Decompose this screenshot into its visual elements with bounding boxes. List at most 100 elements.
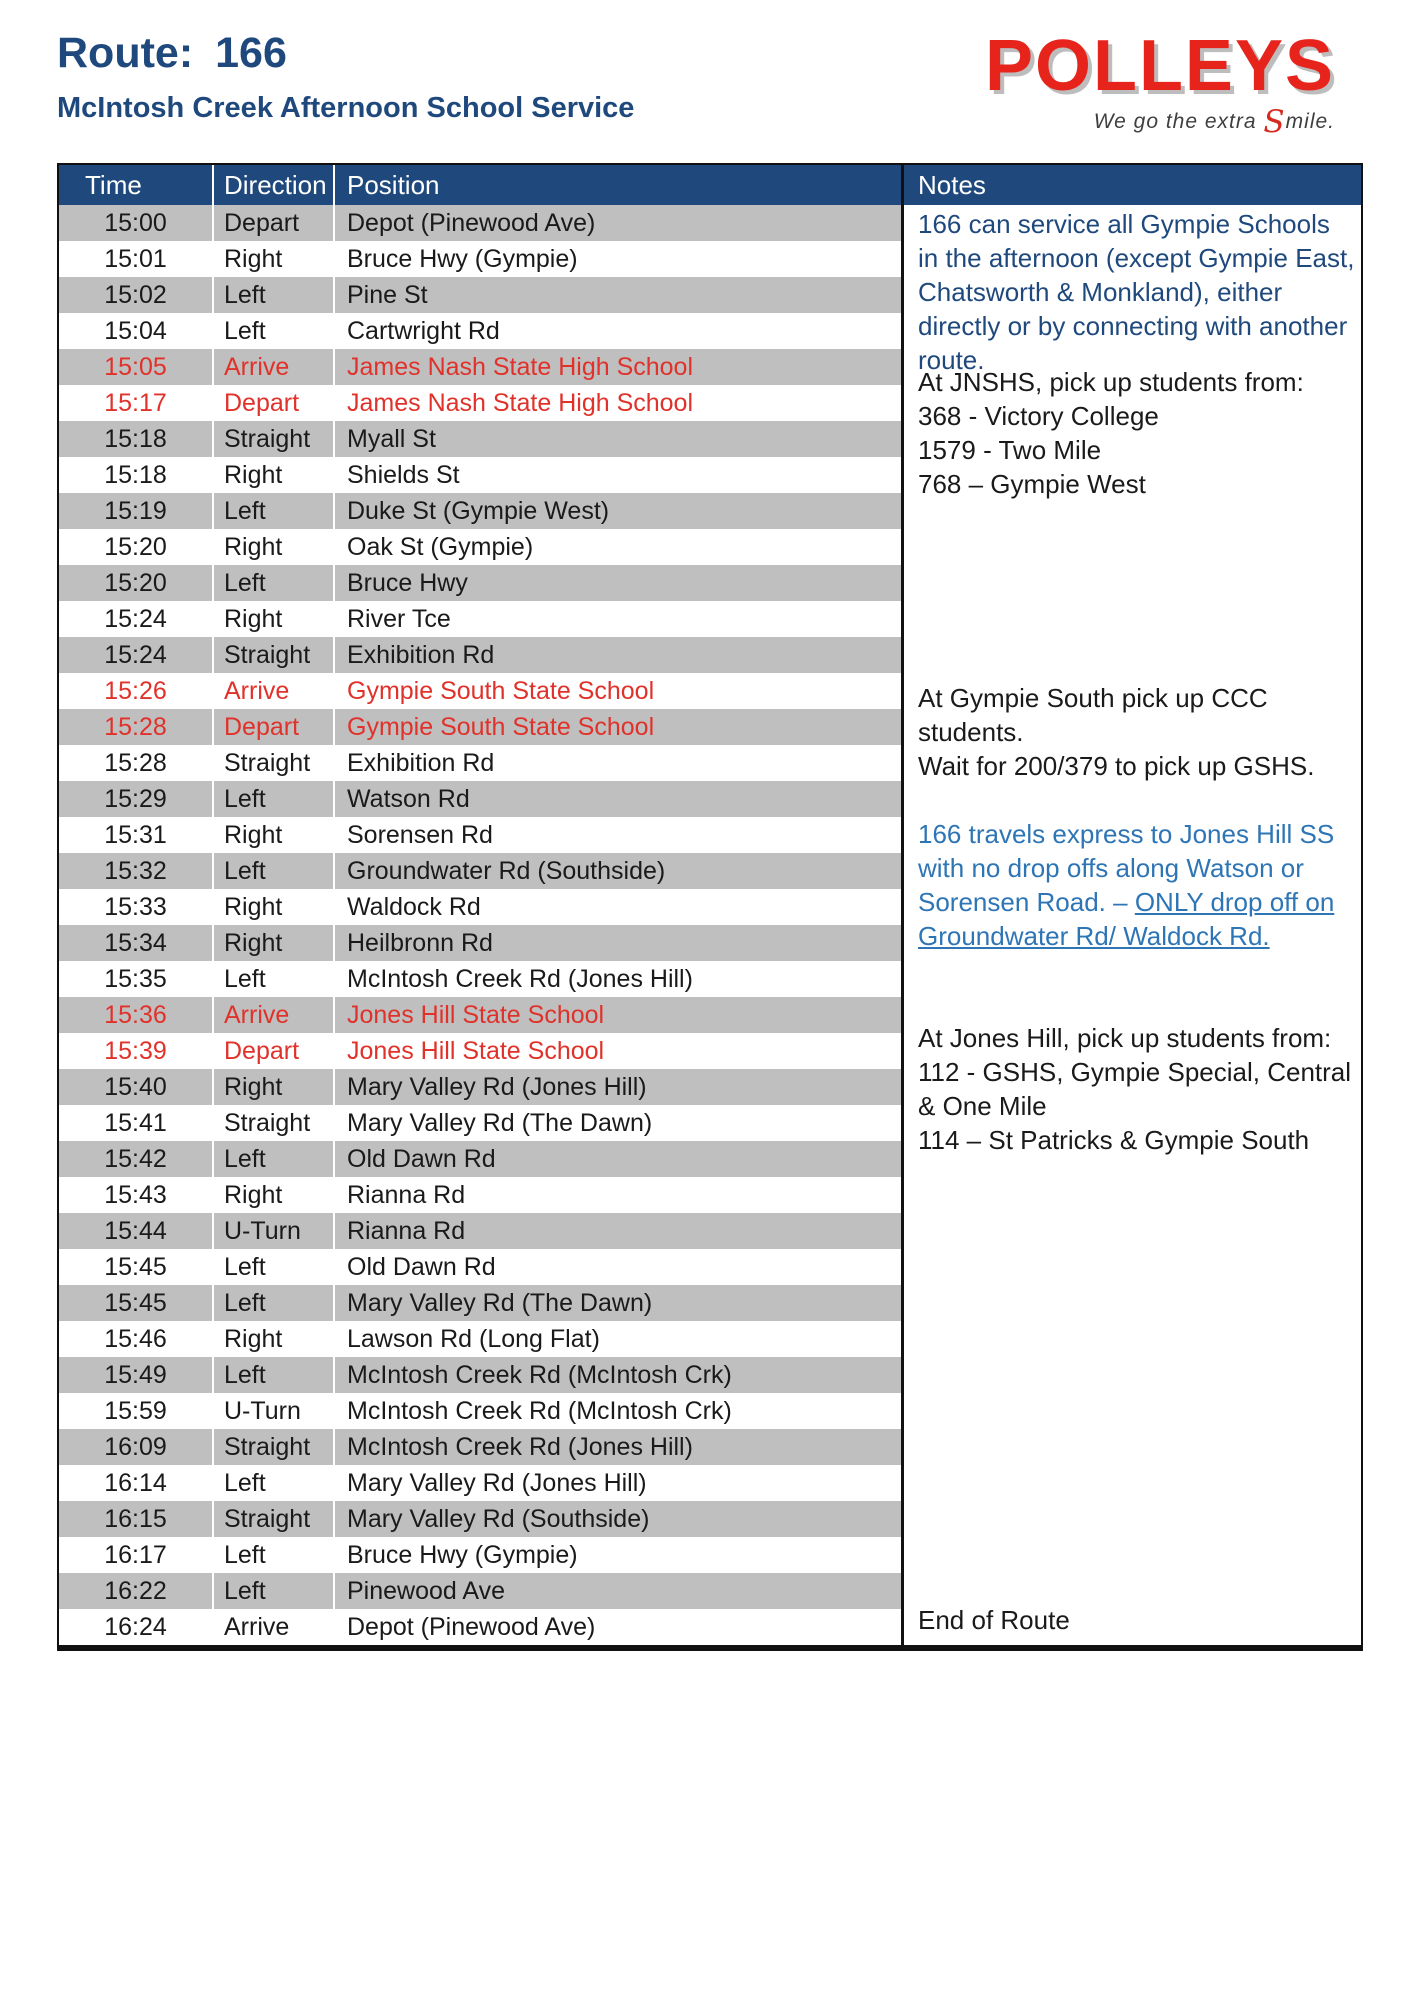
cell-direction: Depart [214,205,335,241]
page-title: Route: 166 [57,29,634,77]
cell-time: 15:02 [59,277,214,313]
cell-position: Bruce Hwy (Gympie) [347,244,578,273]
timetable-row: 15:31 Right Sorensen Rd [59,817,901,853]
cell-position: Watson Rd [347,784,470,813]
cell-direction: Left [214,277,335,313]
timetable-row: 15:05 Arrive James Nash State High School [59,349,901,385]
timetable-row: 15:41 Straight Mary Valley Rd (The Dawn) [59,1105,901,1141]
service-subtitle: McIntosh Creek Afternoon School Service [57,92,635,125]
timetable-row: 15:32 Left Groundwater Rd (Southside) [59,853,901,889]
cell-direction: Straight [214,1429,335,1465]
timetable-row: 15:20 Right Oak St (Gympie) [59,529,901,565]
cell-time: 15:45 [59,1285,214,1321]
route-number: 166 [215,29,287,77]
cell-time: 15:43 [59,1177,214,1213]
timetable-row: 15:33 Right Waldock Rd [59,889,901,925]
timetable-row: 16:15 Straight Mary Valley Rd (Southside) [59,1501,901,1537]
cell-position: McIntosh Creek Rd (McIntosh Crk) [347,1396,732,1425]
cell-direction: Straight [214,1105,335,1141]
cell-direction: Right [214,1321,335,1357]
note-paragraph: 368 - Victory College [918,401,1159,431]
cell-position: Exhibition Rd [347,640,495,669]
cell-direction: Right [214,1069,335,1105]
note-paragraph: At Jones Hill, pick up students from: [918,1023,1332,1053]
logo-tagline: We go the extra Smile. [985,107,1335,138]
cell-position: Old Dawn Rd [347,1252,496,1281]
route-label: Route: [57,29,194,77]
timetable-row: 15:01 Right Bruce Hwy (Gympie) [59,241,901,277]
cell-position: Depot (Pinewood Ave) [347,1612,596,1641]
cell-direction: Straight [214,421,335,457]
cell-direction: Straight [214,745,335,781]
timetable-row: 15:35 Left McIntosh Creek Rd (Jones Hill) [59,961,901,997]
cell-direction: Right [214,889,335,925]
cell-position: Bruce Hwy [347,568,468,597]
cell-direction: Left [214,853,335,889]
cell-direction: Right [214,1177,335,1213]
cell-position: Cartwright Rd [347,316,500,345]
note-paragraph: At JNSHS, pick up students from: [918,367,1304,397]
note-paragraph: End of Route [918,1605,1070,1635]
timetable-row: 15:18 Straight Myall St [59,421,901,457]
cell-position: Oak St (Gympie) [347,532,534,561]
cell-direction: Left [214,961,335,997]
note-jnshs: At JNSHS, pick up students from: 368 - Vi… [918,365,1355,501]
cell-time: 15:01 [59,241,214,277]
cell-position: Rianna Rd [347,1216,466,1245]
cell-direction: Left [214,493,335,529]
timetable-row: 15:34 Right Heilbronn Rd [59,925,901,961]
cell-position: Lawson Rd (Long Flat) [347,1324,600,1353]
polleys-logo: POLLEYS We go the extra Smile. [984,26,1335,138]
cell-direction: Right [214,817,335,853]
timetable-rows: 15:00 Depart Depot (Pinewood Ave) 15:01 Righ… [59,205,901,1645]
cell-position: Mary Valley Rd (The Dawn) [347,1288,653,1317]
cell-position: Mary Valley Rd (Jones Hill) [347,1072,647,1101]
timetable-row: 15:49 Left McIntosh Creek Rd (McIntosh Crk… [59,1357,901,1393]
header-position: Position [347,169,440,200]
cell-direction: Left [214,1465,335,1501]
cell-time: 16:17 [59,1537,214,1573]
cell-time: 15:28 [59,745,214,781]
timetable-row: 15:43 Right Rianna Rd [59,1177,901,1213]
cell-position: McIntosh Creek Rd (McIntosh Crk) [347,1360,732,1389]
timetable-row: 15:04 Left Cartwright Rd [59,313,901,349]
cell-position: Groundwater Rd (Southside) [347,856,666,885]
note-paragraph: 1579 - Two Mile [918,435,1102,465]
cell-position: McIntosh Creek Rd (Jones Hill) [347,1432,693,1461]
header-time: Time [59,165,214,205]
timetable-left-columns: Time Direction Position 15:00 Depart Depot… [59,165,904,1645]
header-direction: Direction [214,165,335,205]
cell-direction: Right [214,601,335,637]
timetable-row: 15:45 Left Old Dawn Rd [59,1249,901,1285]
cell-position: Myall St [347,424,436,453]
cell-direction: Left [214,781,335,817]
note-paragraph: At Gympie South pick up CCC students. [918,683,1268,747]
timetable-row: 16:09 Straight McIntosh Creek Rd (Jones Hi… [59,1429,901,1465]
timetable-row: 15:26 Arrive Gympie South State School [59,673,901,709]
cell-direction: Arrive [214,997,335,1033]
cell-time: 15:32 [59,853,214,889]
timetable-row: 15:42 Left Old Dawn Rd [59,1141,901,1177]
cell-direction: Arrive [214,673,335,709]
cell-time: 16:14 [59,1465,214,1501]
note-paragraph: 112 - GSHS, Gympie Special, Central & On… [918,1057,1352,1121]
cell-time: 15:05 [59,349,214,385]
cell-position: James Nash State High School [347,352,694,381]
cell-time: 15:44 [59,1213,214,1249]
timetable-row: 15:28 Straight Exhibition Rd [59,745,901,781]
cell-time: 16:09 [59,1429,214,1465]
cell-direction: Depart [214,1033,335,1069]
logo-wordmark: POLLEYS [984,26,1335,106]
cell-direction: Right [214,241,335,277]
cell-direction: Straight [214,637,335,673]
cell-time: 15:26 [59,673,214,709]
timetable-row: 15:40 Right Mary Valley Rd (Jones Hill) [59,1069,901,1105]
timetable-row: 15:02 Left Pine St [59,277,901,313]
cell-time: 15:19 [59,493,214,529]
note-jones-hill: At Jones Hill, pick up students from: 112… [918,1021,1355,1157]
cell-position: Heilbronn Rd [347,928,493,957]
cell-direction: Left [214,1141,335,1177]
cell-position: Pine St [347,280,428,309]
timetable-row: 16:14 Left Mary Valley Rd (Jones Hill) [59,1465,901,1501]
